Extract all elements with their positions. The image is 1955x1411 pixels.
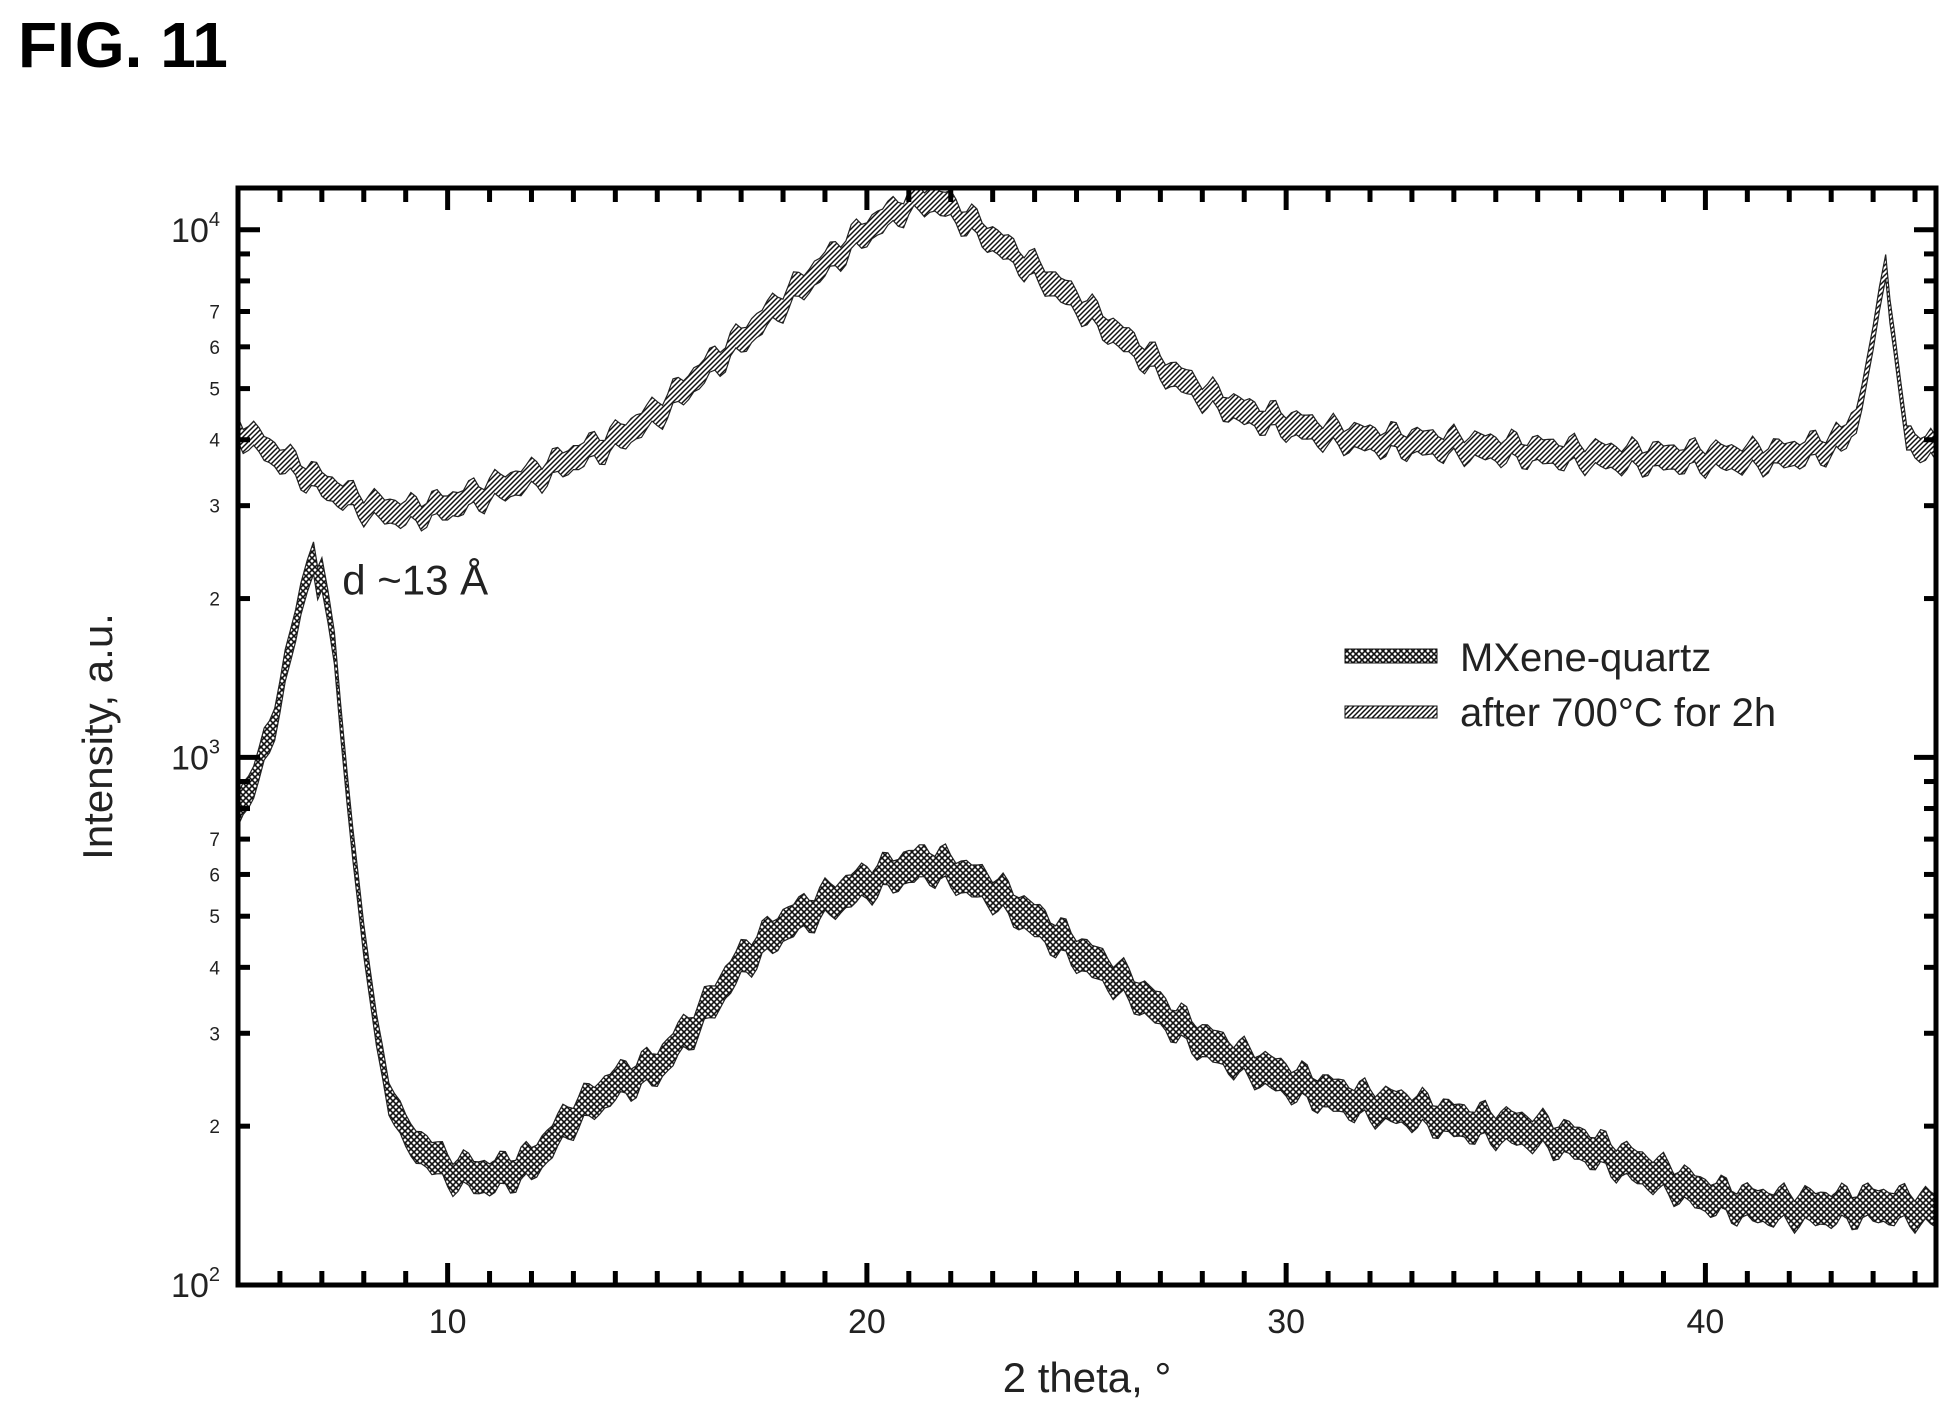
y-minor-tick-label: 5 [209,380,220,401]
y-minor-tick-label: 7 [209,830,220,851]
y-minor-tick-label: 3 [209,497,220,518]
x-tick-label: 40 [1686,1303,1724,1341]
legend-swatch-mxene-quartz [1344,648,1438,664]
x-axis-title: 2 theta, ° [1003,1354,1172,1401]
y-minor-tick-label: 3 [209,1024,220,1045]
x-tick-label: 10 [429,1303,467,1341]
y-minor-tick-label: 4 [209,431,220,452]
y-minor-tick-label: 6 [209,865,220,886]
y-major-tick-label: 104 [171,209,220,250]
tick-layer [235,188,1936,1288]
y-major-tick-label: 102 [171,1264,220,1305]
series-layer [238,188,1936,1235]
y-major-tick-label: 103 [171,736,220,777]
x-tick-labels: 10 20 30 40 [429,1303,1725,1341]
x-tick-label: 20 [848,1303,886,1341]
y-minor-tick-label: 5 [209,907,220,928]
legend-entry-mxene-quartz: MXene-quartz [1460,636,1711,680]
figure-label: FIG. 11 [18,9,228,81]
plot-frame [235,185,1939,1288]
y-minor-tick-label: 6 [209,338,220,359]
series-after-700c-band [238,188,1936,532]
legend-swatch-after-700c [1344,705,1438,719]
y-minor-tick-label: 2 [209,1117,220,1138]
peak-annotation: d ~13 Å [342,557,488,604]
x-tick-label: 30 [1267,1303,1305,1341]
y-minor-tick-label: 7 [209,303,220,324]
legend: MXene-quartz after 700°C for 2h [1344,636,1776,735]
y-axis-title: Intensity, a.u. [74,613,121,860]
y-tick-labels: 102 103 104 2 3 4 5 6 7 2 3 4 5 6 7 [171,209,220,1305]
series-mxene-quartz-band [238,541,1936,1235]
y-minor-tick-label: 4 [209,958,220,979]
legend-entry-after-700c: after 700°C for 2h [1460,691,1776,735]
y-minor-tick-label: 2 [209,590,220,611]
